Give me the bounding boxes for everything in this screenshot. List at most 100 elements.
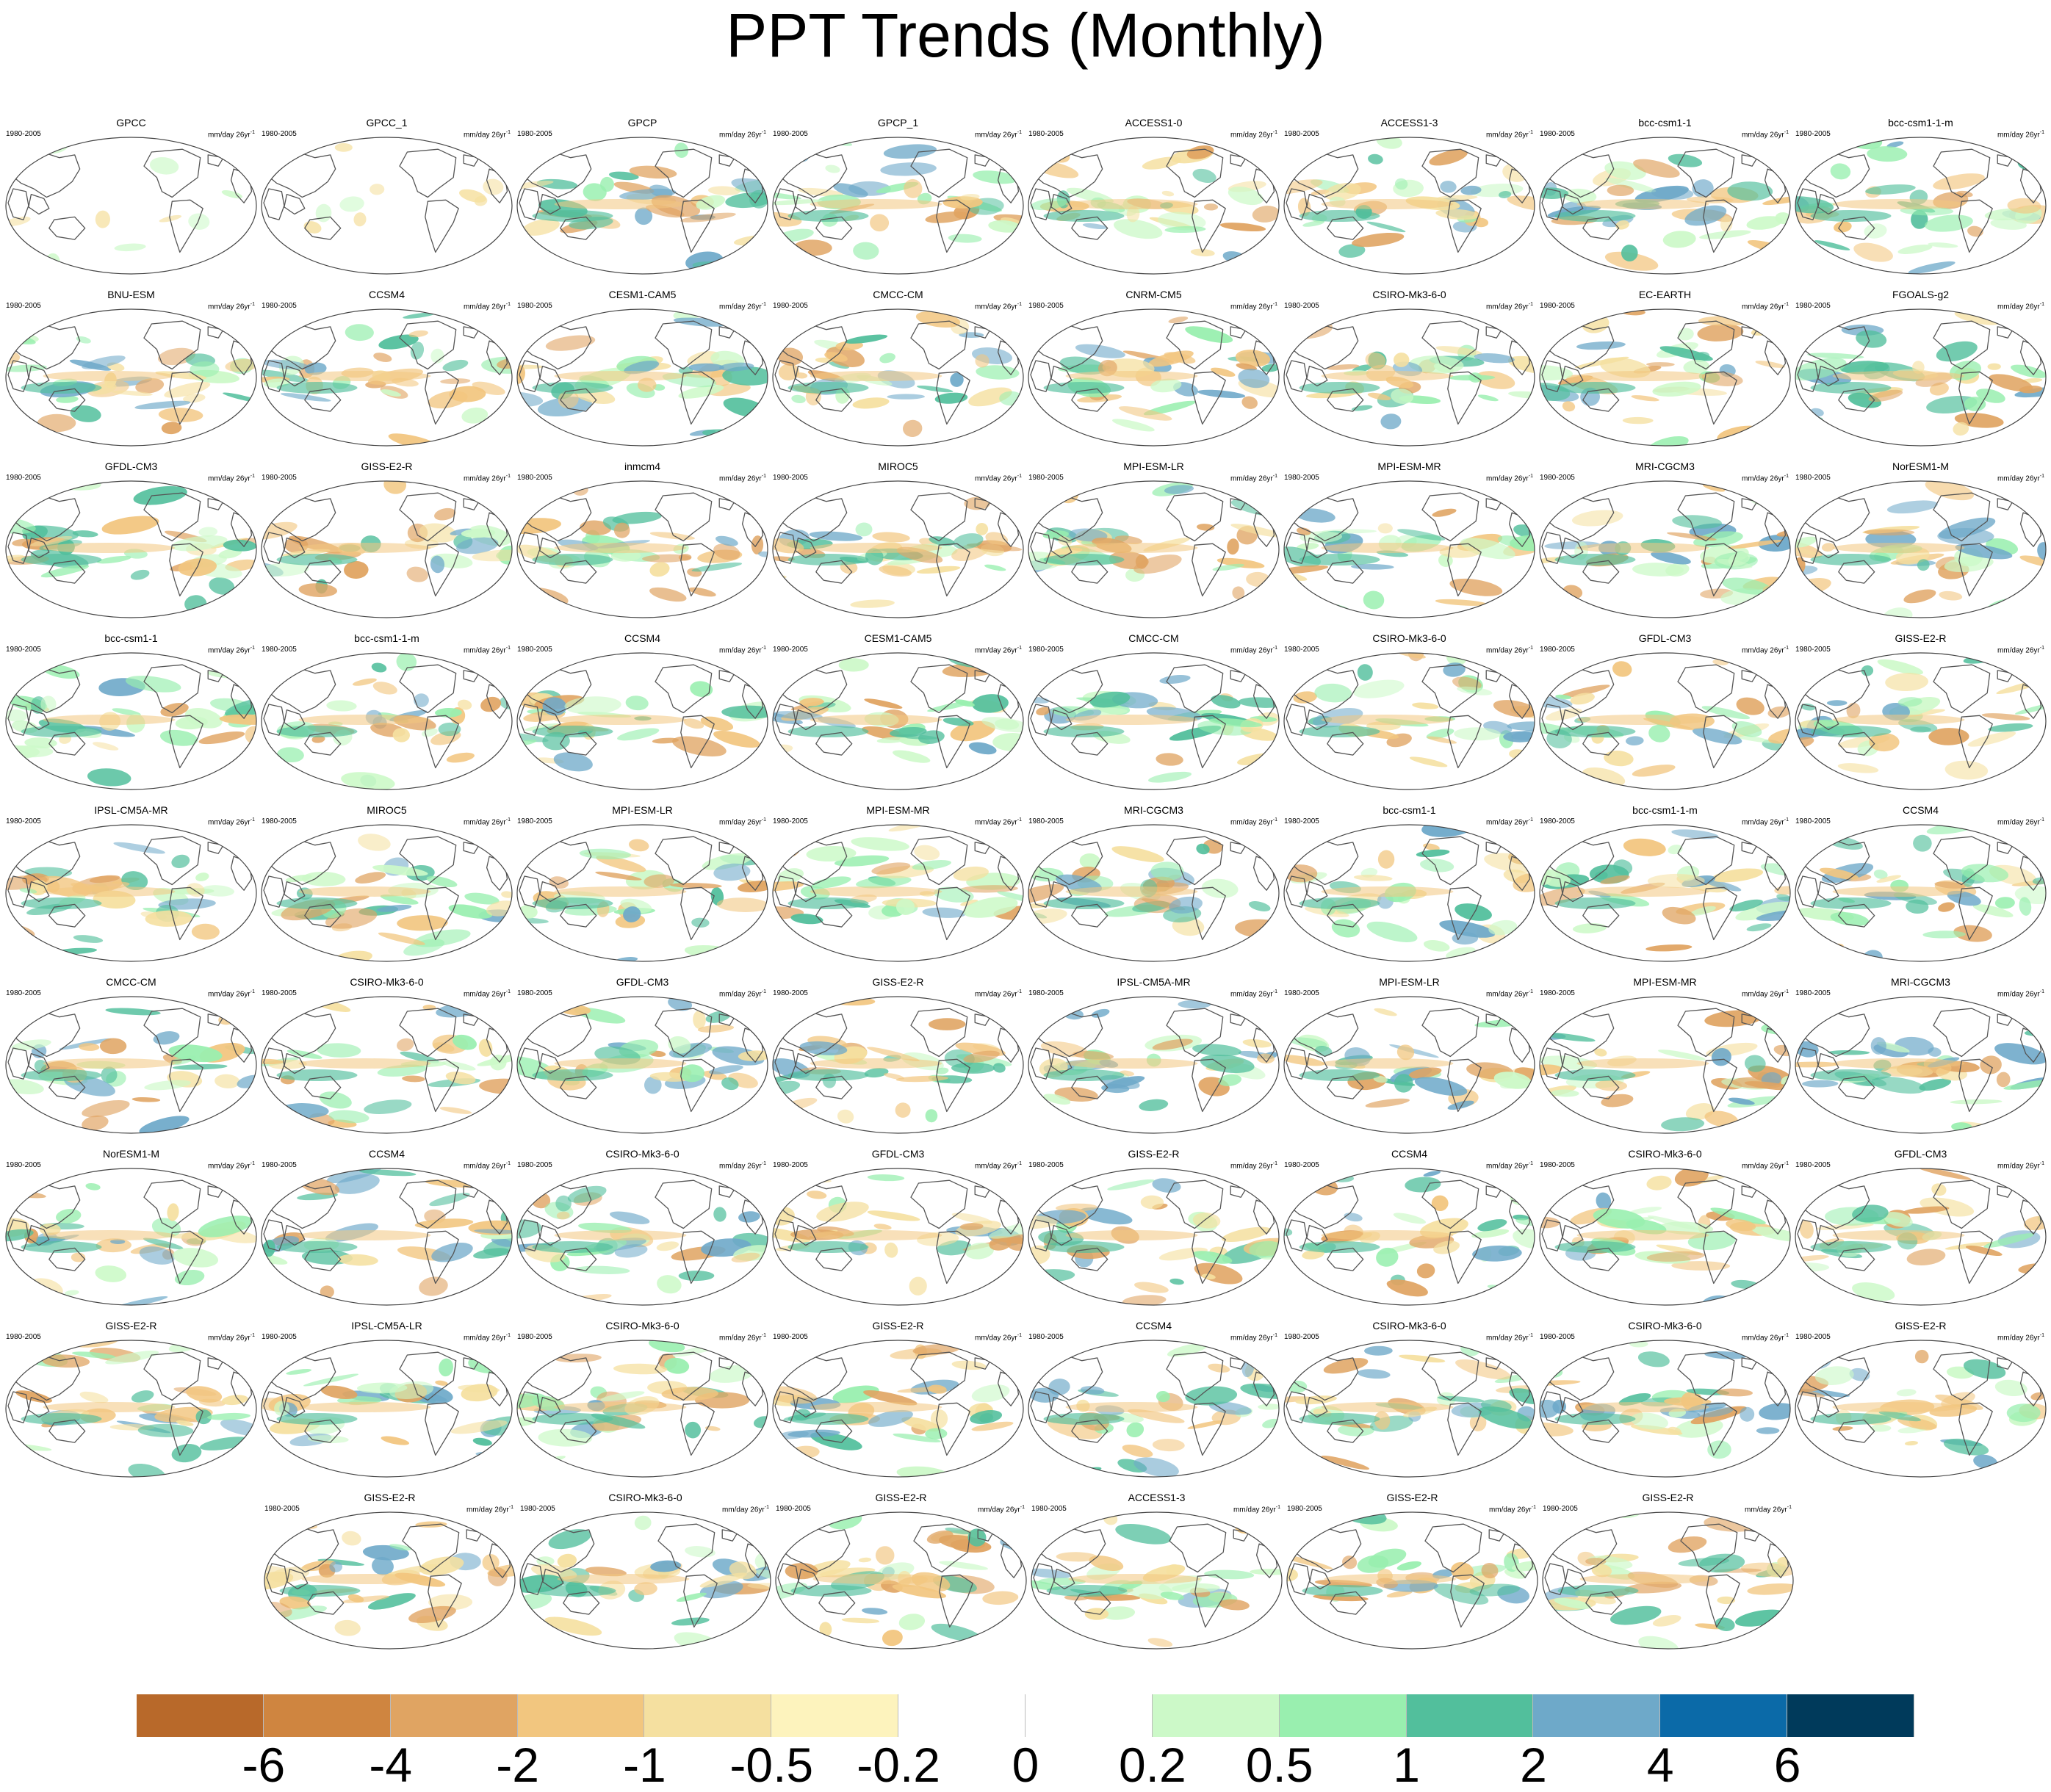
panel-units-label: mm/day 26yr-1 (1230, 128, 1277, 140)
map-panel: ACCESS1-0 1980-2005 mm/day 26yr-1 (1026, 116, 1282, 276)
coastline (519, 836, 764, 941)
map-projection (5, 824, 257, 962)
panel-units-exponent: -1 (2039, 646, 2044, 651)
panel-title: GISS-E2-R (105, 1320, 157, 1332)
panel-units-text: mm/day 26yr (974, 303, 1017, 311)
panel-units-exponent: -1 (250, 817, 255, 823)
panel-units-text: mm/day 26yr (207, 303, 250, 311)
panel-period-label: 1980-2005 (1028, 302, 1064, 310)
panel-period-label: 1980-2005 (1540, 1333, 1575, 1341)
map-border (1795, 996, 2047, 1134)
panel-units-label: mm/day 26yr-1 (464, 1159, 511, 1171)
panel-units-exponent: -1 (1528, 474, 1533, 479)
panel-title: CSIRO-Mk3-6-0 (1628, 1148, 1702, 1160)
panel-units-exponent: -1 (1017, 989, 1022, 994)
panel-units-text: mm/day 26yr (1230, 646, 1273, 655)
panel-period-label: 1980-2005 (1284, 646, 1319, 654)
coastline (1797, 664, 2042, 769)
panel-period-label: 1980-2005 (517, 302, 552, 310)
panel-units-exponent: -1 (1017, 1161, 1022, 1166)
map-panel: GISS-E2-R 1980-2005 mm/day 26yr-1 (1792, 1319, 2049, 1479)
panel-units-label: mm/day 26yr-1 (719, 1159, 766, 1171)
trend-field (1540, 1168, 1790, 1305)
trend-field (517, 1340, 768, 1477)
panel-period-label: 1980-2005 (1795, 302, 1831, 310)
panel-units-exponent: -1 (1784, 646, 1789, 651)
panel-units-label: mm/day 26yr-1 (1486, 987, 1533, 1000)
trend-field (773, 653, 1023, 790)
panel-title: bcc-csm1-1 (1383, 804, 1436, 816)
trend-field (262, 137, 512, 274)
panel-title: CSIRO-Mk3-6-0 (1372, 1320, 1446, 1332)
map-border (1539, 480, 1791, 618)
coastline (1286, 1008, 1531, 1113)
panel-units-label: mm/day 26yr-1 (1486, 815, 1533, 828)
trend-field (1795, 653, 2046, 790)
trend-field (1287, 1512, 1538, 1649)
panel-period-label: 1980-2005 (1028, 1161, 1064, 1169)
panel-units-exponent: -1 (1017, 474, 1022, 479)
map-projection (516, 308, 768, 447)
panel-period-label: 1980-2005 (1540, 302, 1575, 310)
colorbar-swatch (771, 1694, 899, 1737)
coastline (774, 1008, 1020, 1113)
map-projection (1539, 308, 1791, 447)
panel-units-exponent: -1 (2039, 130, 2044, 135)
panel-units-text: mm/day 26yr (207, 646, 250, 655)
panel-period-label: 1980-2005 (517, 989, 552, 997)
coastline (777, 1523, 1023, 1628)
coastline (1286, 1351, 1531, 1456)
panel-units-text: mm/day 26yr (974, 131, 1017, 140)
panel-units-label: mm/day 26yr-1 (208, 472, 255, 484)
trend-field (773, 137, 1023, 274)
map-panel: CMCC-CM 1980-2005 mm/day 26yr-1 (1026, 632, 1282, 792)
panel-period-label: 1980-2005 (1540, 130, 1575, 138)
map-projection (1795, 996, 2047, 1134)
colorbar (137, 1694, 1914, 1737)
panel-title: MPI-ESM-MR (1377, 460, 1441, 472)
panel-title: MPI-ESM-LR (1379, 976, 1440, 988)
panel-period-label: 1980-2005 (1540, 989, 1575, 997)
map-projection (1539, 652, 1791, 790)
panel-title: GFDL-CM3 (104, 460, 158, 472)
panel-units-text: mm/day 26yr (1485, 990, 1529, 999)
panel-period-label: 1980-2005 (517, 817, 552, 825)
coastline (263, 1008, 508, 1113)
panel-units-text: mm/day 26yr (463, 818, 506, 827)
panel-units-label: mm/day 26yr-1 (464, 128, 511, 140)
trend-field (1028, 825, 1279, 961)
panel-period-label: 1980-2005 (1028, 474, 1064, 482)
panel-period-label: 1980-2005 (262, 302, 297, 310)
colorbar-tick-label: 6 (1773, 1738, 1801, 1792)
map-projection (1539, 137, 1791, 275)
panel-units-exponent: -1 (505, 1161, 511, 1166)
coastline (1033, 1523, 1278, 1628)
colorbar-swatch (644, 1694, 772, 1737)
panel-units-exponent: -1 (1531, 1505, 1536, 1510)
map-projection (5, 652, 257, 790)
colorbar-tick-label: 2 (1520, 1738, 1547, 1792)
colorbar-tick-label: -4 (369, 1738, 413, 1792)
panel-units-label: mm/day 26yr-1 (978, 1503, 1025, 1515)
panel-title: GPCC_1 (366, 117, 408, 129)
panel-period-label: 1980-2005 (6, 989, 41, 997)
map-projection (261, 824, 513, 962)
coastline (1797, 1351, 2042, 1456)
panel-units-exponent: -1 (761, 817, 766, 823)
panel-units-text: mm/day 26yr (977, 1506, 1020, 1514)
panel-period-label: 1980-2005 (773, 1333, 808, 1341)
coastline (519, 1008, 764, 1113)
panel-units-label: mm/day 26yr-1 (1489, 1503, 1536, 1515)
map-border (519, 1511, 771, 1650)
map-projection (1028, 996, 1280, 1134)
panel-units-label: mm/day 26yr-1 (1742, 987, 1789, 1000)
panel-title: CMCC-CM (873, 289, 923, 300)
trend-field (773, 1340, 1023, 1477)
trend-field (6, 1340, 256, 1477)
panel-title: CSIRO-Mk3-6-0 (1372, 632, 1446, 644)
map-border (1795, 1168, 2047, 1306)
map-panel: MPI-ESM-MR 1980-2005 mm/day 26yr-1 (1537, 975, 1793, 1135)
panel-units-text: mm/day 26yr (1741, 990, 1784, 999)
panel-title: IPSL-CM5A-MR (94, 804, 168, 816)
